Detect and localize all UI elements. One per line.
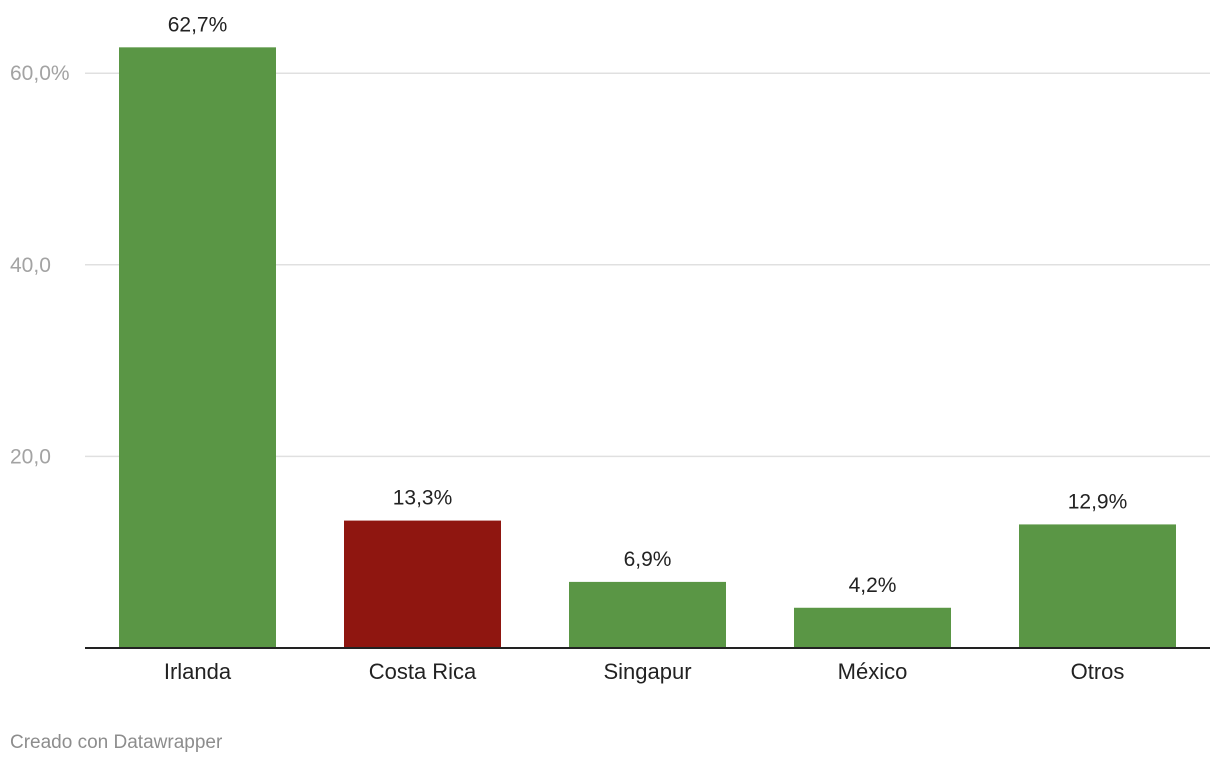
category-label: Otros [1071,659,1125,684]
data-label: 13,3% [393,487,453,510]
bar-otros[interactable] [1019,524,1176,648]
bars [119,47,1176,649]
data-label: 4,2% [849,574,897,597]
y-tick-label: 20,0 [10,445,51,468]
category-label: Singapur [603,659,691,684]
category-labels: Irlanda Costa Rica Singapur México Otros [164,659,1125,684]
y-tick-label: 60,0% [10,62,70,85]
footer-credit[interactable]: Creado con Datawrapper [10,732,223,753]
bar-singapur[interactable] [569,581,726,648]
bar-costa-rica[interactable] [344,520,501,648]
category-label: Costa Rica [369,659,477,684]
bar-chart: 20,0 40,0 60,0% 62,7% 13,3% 6,9% 4,2% 12,9% Ir… [10,13,1210,684]
category-label: México [838,659,908,684]
data-label: 12,9% [1068,490,1128,513]
data-labels: 62,7% 13,3% 6,9% 4,2% 12,9% [168,13,1128,596]
y-tick-label: 40,0 [10,254,51,277]
y-axis-tick-labels: 20,0 40,0 60,0% [10,62,70,468]
bar-m-xico[interactable] [794,607,951,648]
category-label: Irlanda [164,659,232,684]
data-label: 62,7% [168,13,228,36]
data-label: 6,9% [624,548,672,571]
bar-irlanda[interactable] [119,47,276,649]
